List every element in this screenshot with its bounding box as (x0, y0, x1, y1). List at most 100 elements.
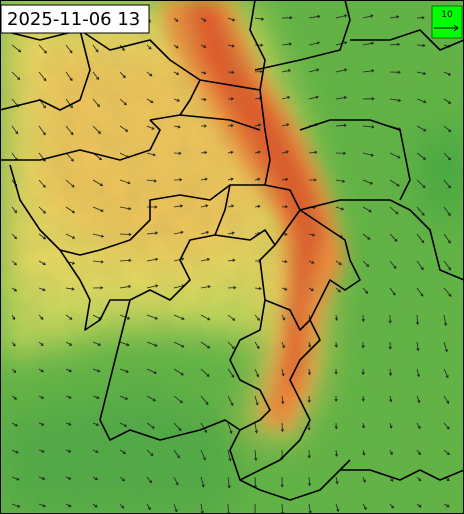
wind-arrow (65, 179, 75, 188)
wind-arrow (173, 257, 185, 262)
wind-arrow (11, 476, 20, 481)
wind-arrow (362, 449, 366, 456)
wind-arrow (389, 233, 398, 242)
wind-arrow (254, 422, 258, 434)
wind-arrow (362, 179, 374, 185)
wind-arrow (65, 449, 72, 453)
wind-arrow (416, 395, 421, 404)
wind-arrow (92, 368, 101, 373)
wind-arrow (173, 422, 182, 432)
wind-arrow (443, 260, 452, 271)
wind-arrow (200, 395, 209, 406)
wind-arrow (416, 179, 426, 189)
wind-arrow (416, 16, 425, 20)
wind-arrow (443, 395, 449, 404)
wind-arrow (361, 341, 365, 349)
wind-arrow (335, 260, 342, 266)
wind-arrow (38, 71, 47, 82)
wind-arrow (254, 17, 265, 21)
wind-arrow (65, 503, 72, 508)
wind-arrow (281, 395, 285, 405)
wind-arrow (146, 125, 155, 130)
wind-arrow (308, 14, 321, 19)
timestamp-box: 2025-11-06 13 (0, 4, 150, 34)
wind-arrow (146, 422, 155, 429)
wind-arrow (173, 368, 184, 376)
border (239, 319, 321, 481)
wind-arrow (92, 422, 100, 426)
wind-arrow (119, 285, 132, 289)
wind-arrow (119, 395, 129, 400)
wind-arrow (146, 503, 151, 511)
wind-arrow (416, 287, 424, 297)
wind-arrow (280, 422, 285, 433)
wind-arrow (281, 341, 285, 349)
wind-arrow (65, 287, 75, 291)
wind-arrow (416, 260, 424, 271)
wind-arrow (362, 125, 375, 129)
wind-arrow (416, 152, 427, 160)
wind-arrow (281, 150, 289, 154)
wind-arrow (389, 152, 401, 159)
wind-arrow (227, 123, 234, 128)
wind-arrow (307, 368, 311, 376)
wind-arrow (388, 314, 392, 324)
border (254, 0, 351, 71)
wind-arrow (361, 422, 366, 429)
wind-arrow (443, 503, 450, 508)
wind-arrow (389, 260, 397, 269)
wind-arrow (146, 368, 158, 374)
wind-arrow (389, 287, 396, 296)
wind-arrow (443, 71, 452, 76)
wind-arrow (65, 395, 72, 399)
wind-arrow (173, 71, 180, 75)
wind-arrow (38, 233, 47, 240)
wind-arrow (361, 395, 365, 402)
wind-arrow (443, 233, 451, 244)
wind-arrow (173, 44, 179, 49)
wind-arrow (308, 68, 320, 73)
wind-arrow (227, 449, 232, 462)
wind-arrow (173, 449, 180, 459)
wind-arrow (416, 71, 427, 76)
wind-arrow (119, 125, 129, 132)
wind-arrow (334, 395, 338, 402)
wind-arrow (65, 98, 73, 109)
wind-arrow (11, 233, 18, 240)
border (214, 229, 351, 501)
legend-label: 10 (441, 10, 453, 20)
wind-arrow (119, 71, 126, 79)
wind-arrow (443, 152, 452, 161)
border (340, 469, 464, 481)
wind-arrow (227, 286, 237, 290)
wind-arrow (334, 449, 339, 457)
wind-arrow (146, 98, 154, 103)
wind-arrow (416, 476, 422, 482)
wind-arrow (362, 152, 375, 157)
wind-arrow (307, 449, 311, 459)
wind-arrow (281, 16, 293, 20)
wind-arrow (11, 314, 15, 321)
wind-arrow (334, 368, 338, 375)
wind-arrow (254, 177, 261, 181)
wind-arrow (281, 260, 288, 264)
wind-arrow (389, 15, 400, 19)
wind-arrow (281, 96, 291, 100)
wind-arrow (227, 44, 235, 48)
timestamp-background (0, 4, 150, 34)
wind-arrow (443, 179, 451, 189)
wind-arrow (146, 284, 159, 289)
wind-arrow (416, 422, 421, 430)
wind-arrow (443, 287, 452, 297)
wind-arrow (38, 476, 46, 480)
wind-arrow (227, 150, 234, 154)
wind-arrow (254, 150, 261, 154)
wind-arrow (389, 449, 393, 456)
wind-arrow (362, 260, 370, 268)
wind-arrow (227, 70, 235, 74)
border (149, 114, 261, 131)
wind-arrow (119, 179, 131, 185)
wind-arrow (38, 206, 46, 214)
wind-arrow (362, 97, 375, 101)
wind-arrow (389, 42, 401, 47)
